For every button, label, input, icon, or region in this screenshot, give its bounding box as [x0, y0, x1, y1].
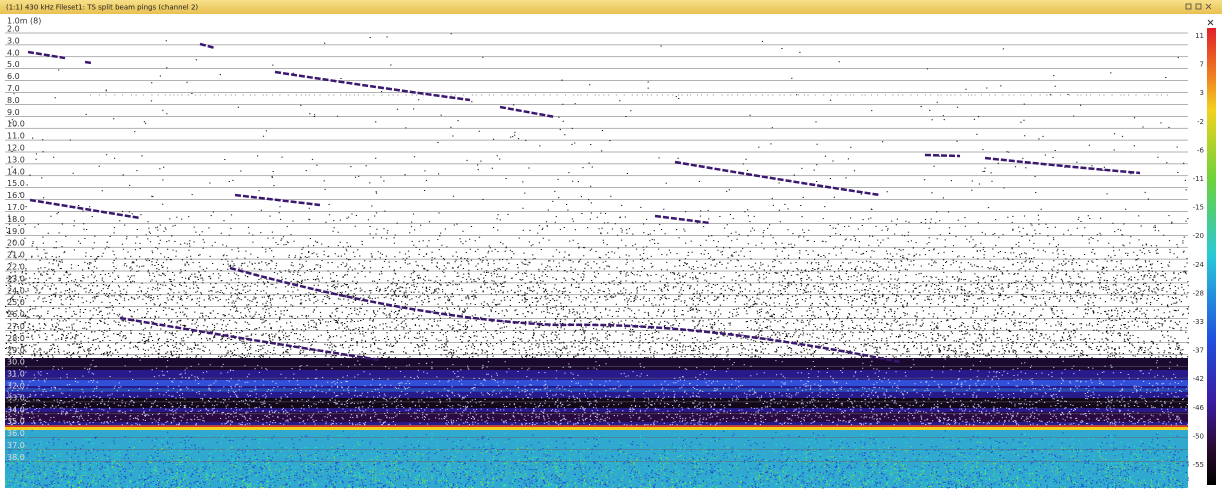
fish-track [674, 160, 881, 197]
window-buttons[interactable] [1185, 3, 1212, 10]
scale-label: 3 [1200, 89, 1204, 97]
depth-label: 13.0 [7, 155, 25, 164]
scale-label: -11 [1193, 175, 1204, 183]
depth-label: 27.0 [7, 322, 25, 331]
depth-label: 28.0 [7, 334, 25, 343]
fish-track [119, 316, 381, 362]
fish-track [654, 214, 711, 225]
depth-label: 36.0 [7, 429, 25, 438]
depth-label: 33.0 [7, 393, 25, 402]
scale-label: -28 [1193, 289, 1204, 297]
depth-label: 31.0 [7, 370, 25, 379]
depth-label: 25.0 [7, 298, 25, 307]
window-title: (1:1) 430 kHz Fileset1: TS split beam pi… [6, 4, 198, 12]
fish-track [924, 153, 961, 158]
band [5, 427, 1188, 430]
depth-label: 7.0 [7, 84, 20, 93]
depth-label: 9.0 [7, 108, 20, 117]
depth-labels: 2.0 3.0 4.0 5.0 6.0 7.0 8.0 9.0 10.0 11.0 12.0 13.0… [7, 25, 25, 462]
scale-label: -20 [1193, 232, 1204, 240]
depth-label: 10.0 [7, 120, 25, 129]
depth-label: 2.0 [7, 25, 20, 34]
depth-label: 15.0 [7, 179, 25, 188]
scale-label: -46 [1193, 404, 1205, 412]
scale-close[interactable] [1207, 19, 1214, 26]
noise-dots [5, 358, 1190, 426]
depth-label: 37.0 [7, 441, 25, 450]
scale-label: -2 [1197, 118, 1204, 126]
depth-label: 19.0 [7, 227, 25, 236]
depth-label: 32.0 [7, 382, 25, 391]
depth-label: 38.0 [7, 453, 25, 462]
scale-label: -37 [1193, 347, 1204, 355]
fish-track [234, 193, 321, 207]
scale-label: 7 [1200, 61, 1204, 69]
depth-label: 17.0 [7, 203, 25, 212]
fish-track [274, 70, 471, 102]
depth-label: 6.0 [7, 72, 20, 81]
depth-label: 30.0 [7, 358, 25, 367]
depth-label: 34.0 [7, 405, 25, 414]
depth-label: 8.0 [7, 96, 20, 105]
fish-track [984, 156, 1141, 175]
depth-label: 12.0 [7, 144, 25, 153]
depth-label: 29.0 [7, 346, 25, 355]
fish-track [499, 105, 556, 119]
depth-label: 5.0 [7, 60, 20, 69]
fish-track [29, 198, 141, 220]
depth-label: 24.0 [7, 286, 25, 295]
scale-label: 11 [1195, 32, 1204, 40]
title-bar [0, 0, 1222, 14]
noise-dots [10, 33, 1187, 201]
color-scale-labels: 11 7 3 -2 -6 -11 -15 -20 -24 -28 -33 -37 -42 -46 -50 -5… [1193, 32, 1205, 469]
depth-label: 26.0 [7, 310, 25, 319]
color-scale [1207, 28, 1216, 485]
fish-track [199, 42, 216, 50]
depth-label: 11.0 [7, 132, 25, 141]
scale-label: -33 [1193, 318, 1204, 326]
fish-track [229, 266, 901, 364]
depth-label: 18.0 [7, 215, 25, 224]
band [5, 358, 1188, 370]
fish-tracks [27, 42, 1141, 364]
noise-dots [5, 200, 1189, 301]
noise-dots [5, 430, 1189, 489]
depth-label: 14.0 [7, 167, 25, 176]
depth-label: 22.0 [7, 263, 25, 272]
depth-label: 35.0 [7, 417, 25, 426]
depth-label: 21.0 [7, 251, 25, 260]
scale-label: -24 [1193, 261, 1205, 269]
depth-label: 16.0 [7, 191, 25, 200]
band [5, 380, 1188, 386]
fish-track [84, 60, 93, 65]
noise-dots [5, 440, 1190, 489]
depth-label: 3.0 [7, 36, 20, 45]
scale-label: -55 [1193, 461, 1204, 469]
depth-label: 23.0 [7, 274, 25, 283]
band [5, 425, 1188, 427]
scale-label: -42 [1193, 375, 1204, 383]
depth-label: 20.0 [7, 239, 25, 248]
scale-label: -50 [1193, 432, 1204, 440]
scale-label: -6 [1197, 146, 1205, 154]
depth-header: 1.0m (8) [7, 17, 41, 26]
depth-label: 4.0 [7, 48, 20, 57]
scale-label: -15 [1193, 204, 1204, 212]
band [5, 398, 1188, 408]
fish-track [27, 50, 66, 60]
